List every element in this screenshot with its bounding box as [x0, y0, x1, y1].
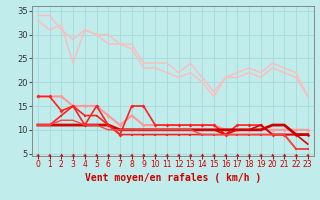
X-axis label: Vent moyen/en rafales ( km/h ): Vent moyen/en rafales ( km/h ) [85, 173, 261, 183]
